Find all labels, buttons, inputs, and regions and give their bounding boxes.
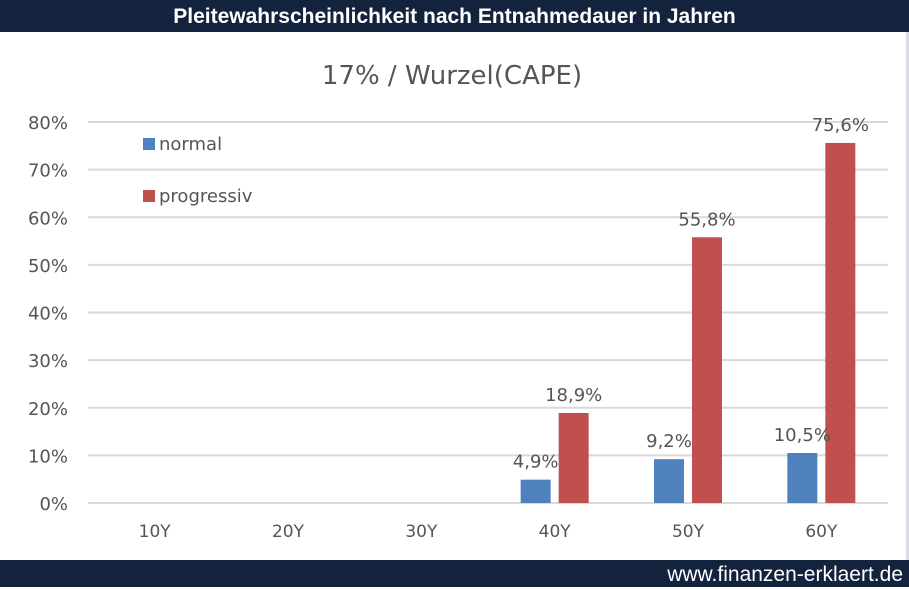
legend-swatch-progressiv [143, 190, 155, 202]
x-tick-label: 20Y [272, 522, 305, 542]
data-label: 55,8% [678, 209, 735, 230]
x-tick-label: 60Y [805, 522, 838, 542]
legend-swatch-normal [143, 138, 155, 150]
y-tick-label: 80% [28, 113, 68, 134]
x-tick-label: 30Y [405, 522, 438, 542]
y-tick-label: 40% [28, 304, 68, 325]
data-label: 4,9% [513, 452, 559, 473]
bar-normal-60Y [787, 452, 818, 503]
data-label: 9,2% [646, 431, 692, 452]
data-label: 10,5% [774, 425, 831, 446]
y-tick-label: 30% [28, 351, 68, 372]
chart-title: 17% / Wurzel(CAPE) [322, 61, 582, 91]
y-tick-label: 50% [28, 256, 68, 277]
footer-url: www.finanzen-erklaert.de [0, 560, 909, 587]
data-label: 75,6% [812, 115, 869, 136]
chart-area [0, 32, 909, 560]
y-tick-label: 10% [28, 446, 68, 467]
banner-title: Pleitewahrscheinlichkeit nach Entnahmeda… [0, 0, 909, 32]
y-tick-label: 70% [28, 161, 68, 182]
data-label: 18,9% [545, 385, 602, 406]
bar-progressiv-40Y [558, 412, 589, 503]
y-tick-label: 60% [28, 208, 68, 229]
legend-label-normal: normal [159, 134, 222, 155]
legend-label-progressiv: progressiv [159, 186, 253, 207]
y-tick-label: 20% [28, 399, 68, 420]
bar-normal-50Y [654, 459, 684, 503]
bar-normal-40Y [520, 479, 551, 503]
x-tick-label: 10Y [139, 522, 172, 542]
y-tick-label: 0% [39, 494, 68, 515]
bar-progressiv-60Y [825, 142, 856, 503]
x-tick-label: 50Y [672, 522, 705, 542]
x-tick-label: 40Y [539, 522, 572, 542]
bar-progressiv-50Y [692, 237, 722, 503]
